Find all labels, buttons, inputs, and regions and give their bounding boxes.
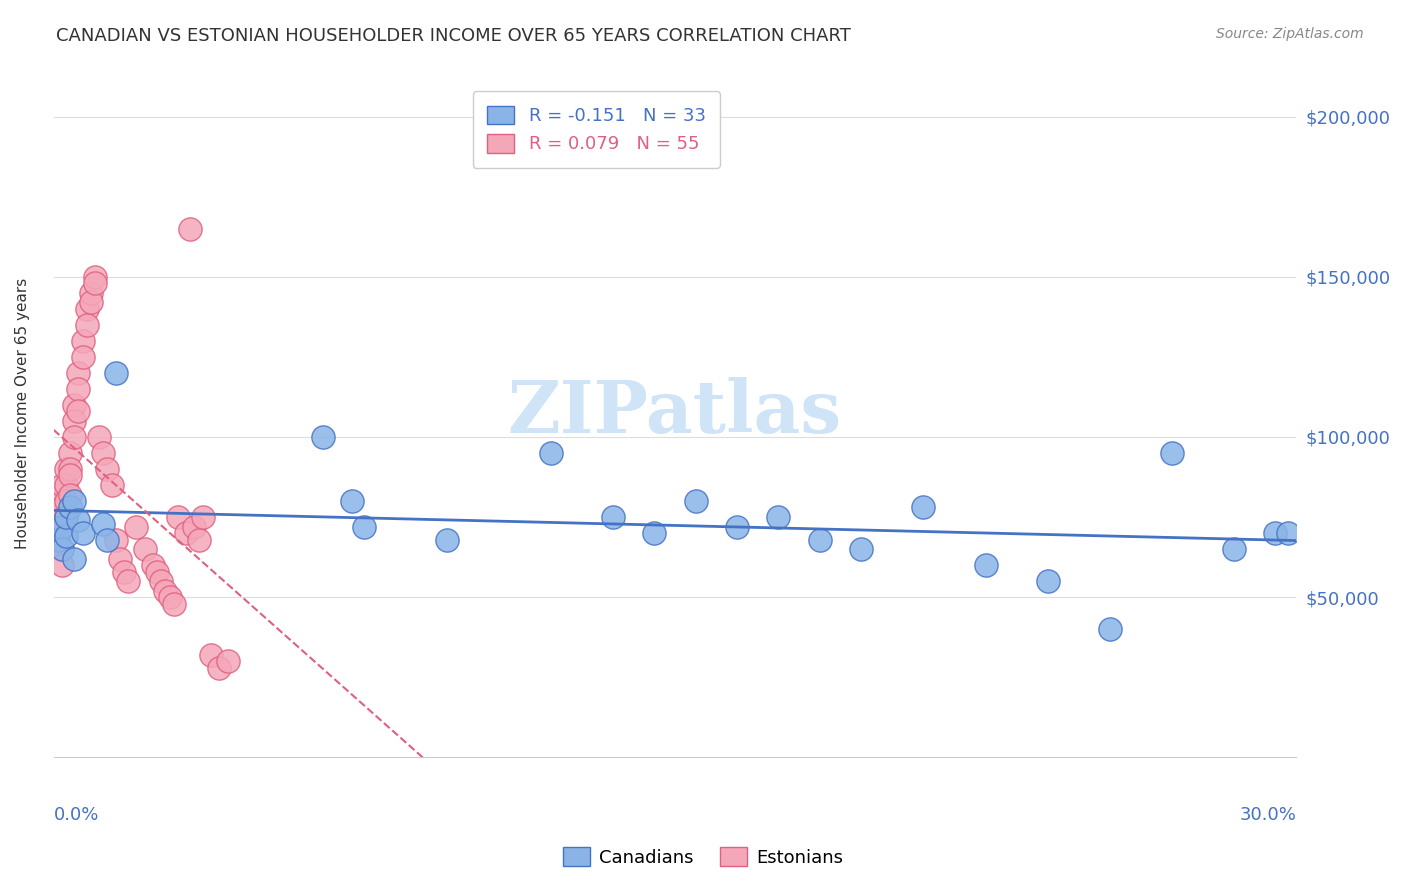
Point bbox=[55, 529, 77, 543]
Point bbox=[104, 533, 127, 547]
Point bbox=[912, 500, 935, 515]
Point bbox=[46, 519, 69, 533]
Point bbox=[67, 404, 90, 418]
Point bbox=[602, 510, 624, 524]
Point bbox=[725, 519, 748, 533]
Point bbox=[643, 526, 665, 541]
Point bbox=[63, 551, 86, 566]
Point bbox=[217, 654, 239, 668]
Point bbox=[55, 494, 77, 508]
Point bbox=[67, 513, 90, 527]
Point bbox=[96, 533, 118, 547]
Point bbox=[108, 551, 131, 566]
Point bbox=[84, 269, 107, 284]
Point bbox=[200, 648, 222, 662]
Point bbox=[72, 350, 94, 364]
Point bbox=[80, 285, 103, 300]
Text: CANADIAN VS ESTONIAN HOUSEHOLDER INCOME OVER 65 YEARS CORRELATION CHART: CANADIAN VS ESTONIAN HOUSEHOLDER INCOME … bbox=[56, 27, 851, 45]
Point bbox=[685, 494, 707, 508]
Legend: Canadians, Estonians: Canadians, Estonians bbox=[555, 840, 851, 874]
Text: 30.0%: 30.0% bbox=[1239, 805, 1296, 823]
Point bbox=[55, 510, 77, 524]
Point bbox=[89, 430, 111, 444]
Point bbox=[67, 366, 90, 380]
Point bbox=[179, 221, 201, 235]
Point bbox=[76, 318, 98, 332]
Point bbox=[174, 526, 197, 541]
Point bbox=[91, 446, 114, 460]
Point bbox=[80, 295, 103, 310]
Point bbox=[808, 533, 831, 547]
Point bbox=[974, 558, 997, 573]
Point bbox=[142, 558, 165, 573]
Point bbox=[851, 542, 873, 557]
Point bbox=[117, 574, 139, 589]
Point bbox=[104, 366, 127, 380]
Point bbox=[72, 526, 94, 541]
Point bbox=[1160, 446, 1182, 460]
Y-axis label: Householder Income Over 65 years: Householder Income Over 65 years bbox=[15, 277, 30, 549]
Point bbox=[46, 533, 69, 547]
Point bbox=[112, 565, 135, 579]
Point bbox=[63, 494, 86, 508]
Point bbox=[1098, 622, 1121, 636]
Text: Source: ZipAtlas.com: Source: ZipAtlas.com bbox=[1216, 27, 1364, 41]
Text: ZIPatlas: ZIPatlas bbox=[508, 377, 842, 449]
Point bbox=[51, 542, 73, 557]
Point bbox=[768, 510, 790, 524]
Point bbox=[159, 591, 181, 605]
Point bbox=[1264, 526, 1286, 541]
Point bbox=[150, 574, 173, 589]
Point bbox=[63, 430, 86, 444]
Point bbox=[51, 478, 73, 492]
Point bbox=[46, 510, 69, 524]
Point bbox=[51, 500, 73, 515]
Point bbox=[146, 565, 169, 579]
Point bbox=[353, 519, 375, 533]
Point bbox=[183, 519, 205, 533]
Text: 0.0%: 0.0% bbox=[53, 805, 98, 823]
Point bbox=[59, 468, 82, 483]
Point bbox=[1277, 526, 1299, 541]
Point bbox=[167, 510, 190, 524]
Point bbox=[67, 382, 90, 396]
Point bbox=[155, 583, 177, 598]
Point bbox=[340, 494, 363, 508]
Point bbox=[100, 478, 122, 492]
Point bbox=[59, 462, 82, 476]
Point bbox=[191, 510, 214, 524]
Point bbox=[55, 510, 77, 524]
Point bbox=[59, 500, 82, 515]
Point bbox=[312, 430, 335, 444]
Point bbox=[72, 334, 94, 348]
Point bbox=[46, 533, 69, 547]
Point bbox=[436, 533, 458, 547]
Point bbox=[51, 542, 73, 557]
Point bbox=[55, 462, 77, 476]
Point bbox=[55, 478, 77, 492]
Point bbox=[59, 446, 82, 460]
Legend: R = -0.151   N = 33, R = 0.079   N = 55: R = -0.151 N = 33, R = 0.079 N = 55 bbox=[472, 91, 720, 168]
Point bbox=[540, 446, 562, 460]
Point bbox=[96, 462, 118, 476]
Point bbox=[63, 414, 86, 428]
Point bbox=[163, 597, 186, 611]
Point bbox=[76, 301, 98, 316]
Point bbox=[187, 533, 209, 547]
Point bbox=[134, 542, 156, 557]
Point bbox=[208, 661, 231, 675]
Point bbox=[91, 516, 114, 531]
Point bbox=[59, 488, 82, 502]
Point bbox=[63, 398, 86, 412]
Point bbox=[125, 519, 148, 533]
Point bbox=[51, 519, 73, 533]
Point bbox=[1223, 542, 1246, 557]
Point bbox=[1036, 574, 1059, 589]
Point bbox=[51, 494, 73, 508]
Point bbox=[51, 558, 73, 573]
Point bbox=[84, 276, 107, 290]
